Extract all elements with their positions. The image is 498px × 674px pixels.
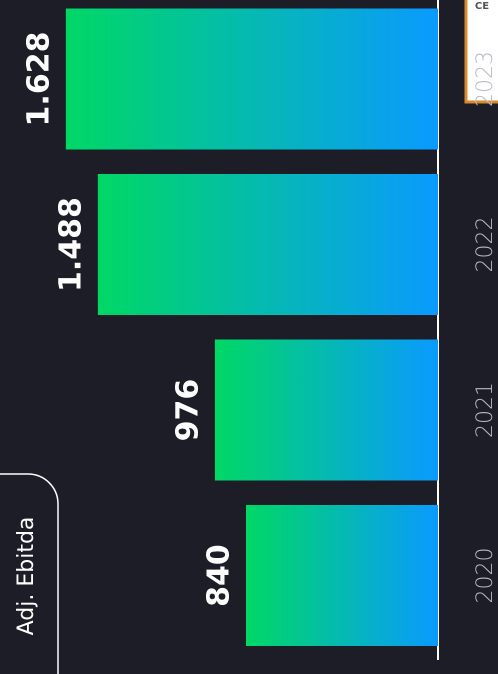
logo [464, 0, 498, 104]
logo-text: CE [475, 1, 489, 12]
chart-title: Adj. Ebitda [14, 517, 39, 636]
bar [65, 8, 438, 150]
value-label: 840 [201, 544, 236, 607]
x-tick-label: 2020 [473, 548, 498, 604]
bar [97, 174, 438, 315]
x-tick-label: 2021 [473, 382, 498, 438]
x-tick-label: 2023 [473, 51, 498, 107]
value-label: 976 [170, 379, 205, 442]
title-pill [0, 473, 59, 674]
value-label: 1.488 [53, 197, 88, 292]
bar [214, 339, 438, 481]
bar [245, 505, 438, 646]
x-tick-label: 2022 [473, 217, 498, 273]
value-label: 1.628 [21, 32, 56, 127]
